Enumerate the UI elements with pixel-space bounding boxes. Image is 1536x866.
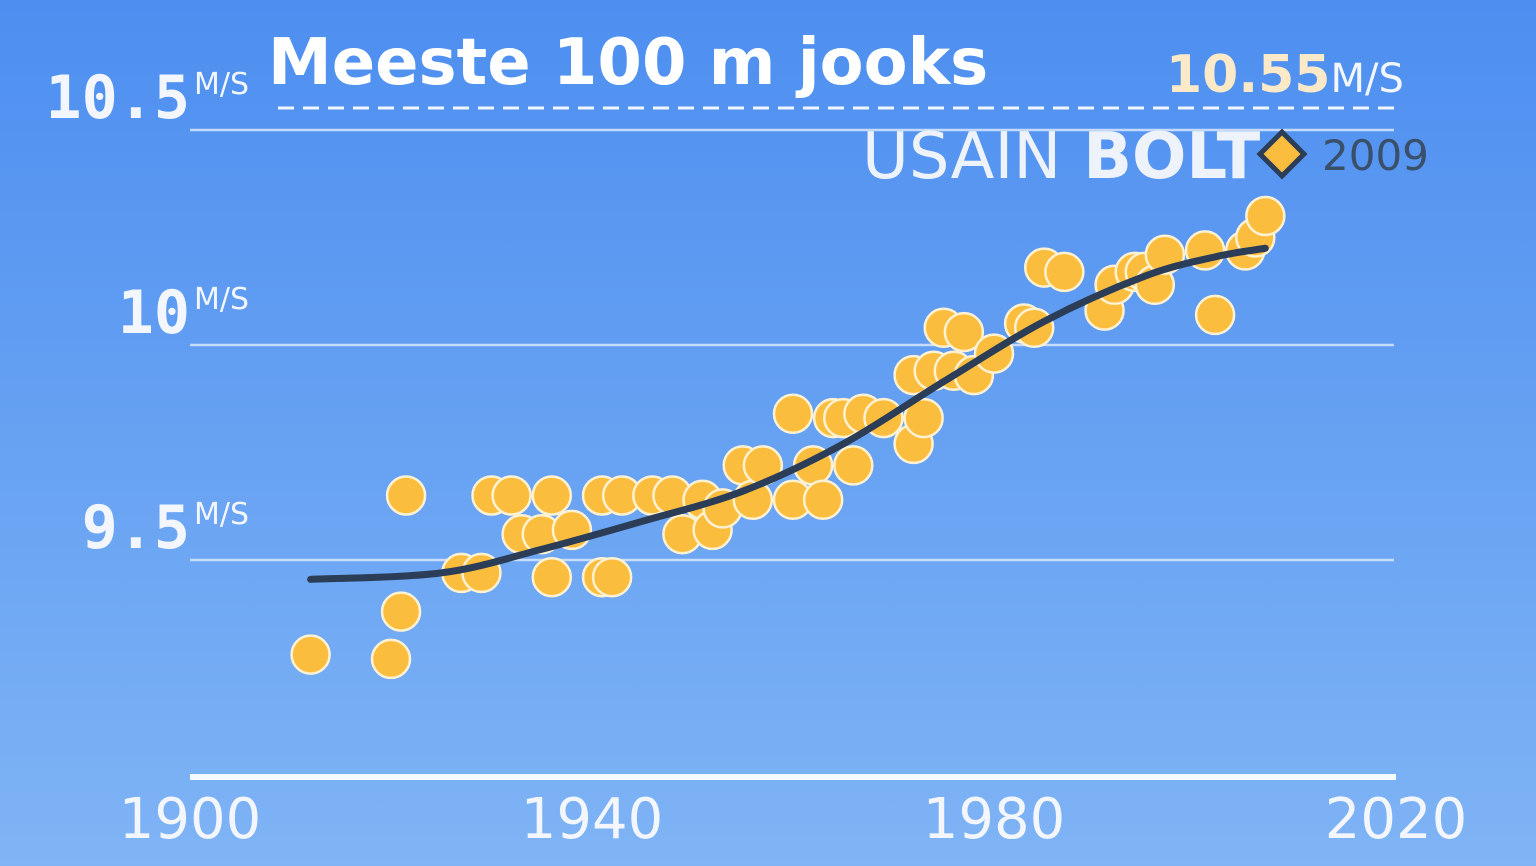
data-point: [380, 591, 422, 632]
x-tick-label: 1900: [119, 787, 262, 852]
record-holder-first-name: USAIN: [862, 120, 1061, 194]
record-holder-last-name: BOLT: [1083, 120, 1260, 194]
y-tick-unit: M/S: [194, 282, 249, 317]
record-unit: M/S: [1330, 56, 1403, 102]
data-point: [290, 634, 331, 675]
data-point: [833, 445, 874, 486]
data-point: [802, 479, 844, 521]
data-point: [772, 393, 814, 435]
data-point: [1245, 195, 1286, 237]
record-year: 2009: [1322, 131, 1429, 180]
data-point: [385, 475, 427, 516]
data-point: [531, 556, 573, 598]
record-value: 10.55: [1166, 45, 1330, 105]
y-tick-unit: M/S: [194, 67, 249, 102]
data-point: [531, 475, 573, 516]
record-diamond-marker: [1256, 128, 1308, 180]
y-axis-ticks: 9.5 M/S10 M/S10.5 M/S: [46, 63, 250, 563]
record-holder-label: USAIN BOLT: [862, 120, 1261, 194]
trend-line: [307, 244, 1269, 583]
y-tick-unit: M/S: [194, 497, 249, 532]
x-tick-label: 1940: [521, 787, 664, 852]
data-point: [1194, 294, 1236, 336]
chart-title: Meeste 100 m jooks: [268, 26, 988, 100]
y-tick-label: 10: [118, 278, 190, 348]
gridlines: [190, 128, 1394, 562]
data-point: [491, 475, 532, 516]
x-tick-label: 2020: [1325, 787, 1468, 852]
record-value-label: 10.55M/S: [1166, 45, 1404, 105]
x-axis-ticks: 1900 1940 1980 2020: [119, 787, 1468, 852]
data-point: [370, 638, 412, 680]
x-tick-label: 1980: [923, 787, 1066, 852]
y-tick-label: 10.5: [46, 63, 191, 133]
data-point: [1044, 251, 1085, 293]
data-point: [591, 556, 633, 598]
y-tick-label: 9.5: [82, 493, 190, 563]
data-point: [943, 311, 985, 353]
data-point: [903, 397, 944, 439]
